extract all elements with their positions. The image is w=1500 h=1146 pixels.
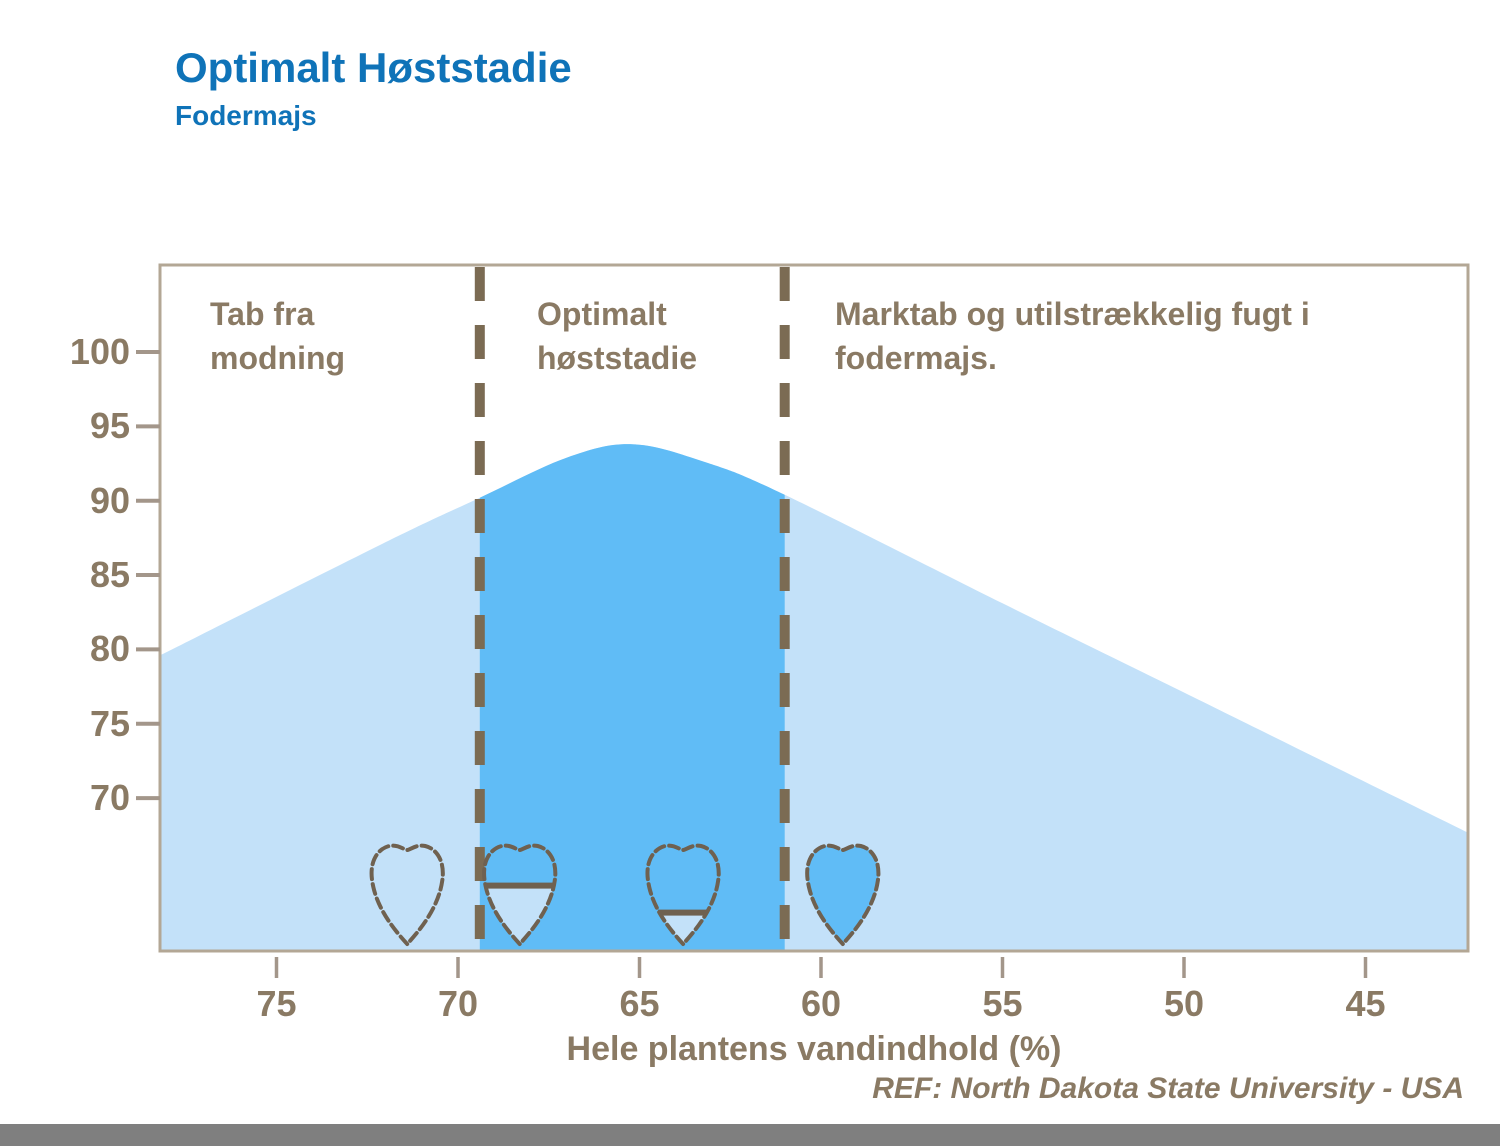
y-tick-label: 95: [89, 405, 130, 447]
axis-tick-marks: [136, 350, 1368, 978]
region-label-maturation-loss: Tab fra modning: [210, 296, 346, 376]
x-tick-label: 55: [982, 983, 1023, 1024]
y-tick-label: 75: [89, 702, 130, 744]
region-label-field-loss: Marktab og utilstrækkelig fugt i foderma…: [835, 296, 1310, 376]
reference-note: REF: North Dakota State University - USA: [872, 1072, 1464, 1105]
x-axis-title: Hele plantens vandindhold (%): [566, 1030, 1062, 1068]
milk-line: [647, 909, 719, 916]
y-tick-label: 100: [69, 331, 130, 372]
y-tick-label: 85: [89, 554, 130, 596]
y-tick-label: 80: [89, 628, 130, 670]
y-tick-label: 70: [89, 777, 130, 819]
corn-kernel-icon: [482, 843, 558, 947]
x-tick-label: 60: [800, 983, 842, 1024]
optimal-band-area: [479, 444, 785, 951]
footer-bar: [0, 1124, 1500, 1146]
page-title: Optimalt Høststadie: [175, 44, 572, 91]
milk-line: [484, 882, 556, 889]
corn-kernel-icons: [369, 843, 881, 947]
corn-kernel-icon: [805, 843, 881, 947]
corn-kernel-icon: [369, 843, 445, 947]
x-tick-label: 65: [619, 983, 660, 1024]
region-label-optimal-harvest: Optimalt høststadie: [537, 296, 698, 376]
x-tick-label: 45: [1345, 983, 1386, 1024]
x-tick-label: 70: [437, 983, 479, 1024]
x-tick-label: 50: [1163, 983, 1205, 1024]
page-subtitle: Fodermajs: [175, 100, 317, 131]
x-tick-label: 75: [256, 983, 297, 1024]
plot-frame: [158, 263, 1470, 953]
y-tick-label: 90: [89, 479, 130, 521]
corn-kernel-icon: [645, 843, 721, 947]
